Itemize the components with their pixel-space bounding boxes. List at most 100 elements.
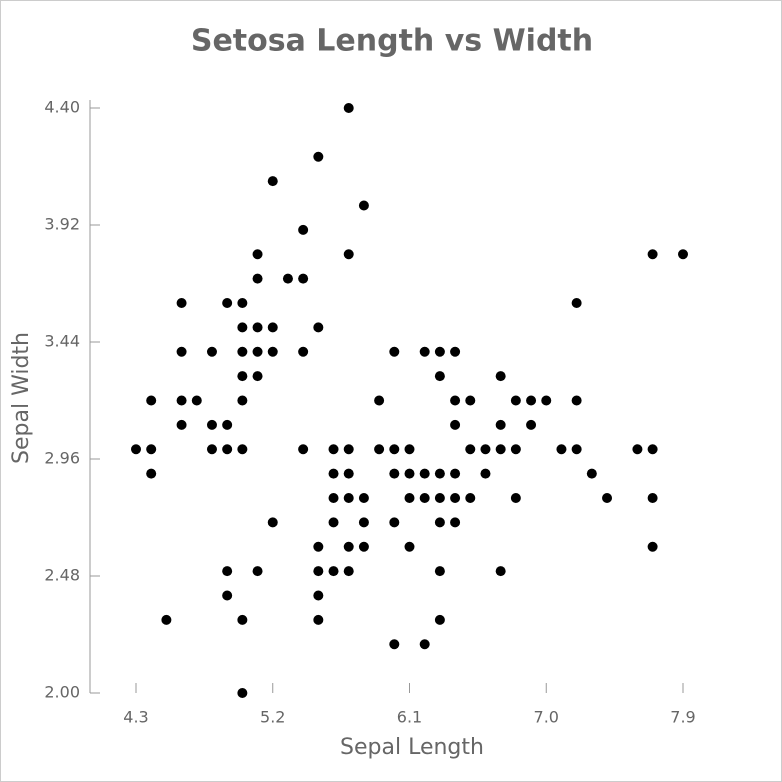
point xyxy=(450,419,461,430)
point xyxy=(419,639,430,650)
point xyxy=(237,444,248,455)
y-axis-label: Sepal Width xyxy=(9,332,34,464)
point xyxy=(222,566,233,577)
x-axis-label: Sepal Length xyxy=(340,735,484,760)
point xyxy=(358,517,369,528)
point xyxy=(176,395,187,406)
point xyxy=(389,444,400,455)
point xyxy=(222,444,233,455)
point xyxy=(343,249,354,260)
point xyxy=(510,444,521,455)
point xyxy=(131,444,141,455)
point xyxy=(450,395,461,406)
point xyxy=(404,468,415,479)
point xyxy=(389,517,400,528)
y-tick-label: 2.96 xyxy=(44,449,80,468)
x-tick-label: 7.9 xyxy=(670,708,695,727)
point xyxy=(298,346,309,357)
point xyxy=(541,395,552,406)
point xyxy=(252,566,263,577)
point xyxy=(465,395,476,406)
point xyxy=(495,371,506,382)
point xyxy=(358,493,369,503)
point xyxy=(389,468,400,479)
point xyxy=(495,419,506,430)
point xyxy=(298,444,309,455)
point xyxy=(237,346,248,357)
point xyxy=(313,541,324,552)
x-tick-label: 7.0 xyxy=(534,708,559,727)
point xyxy=(237,688,248,698)
y-tick-label: 3.92 xyxy=(44,215,80,234)
point xyxy=(191,395,202,406)
point xyxy=(358,200,369,211)
point xyxy=(206,444,217,455)
point xyxy=(404,493,415,503)
point xyxy=(647,541,658,552)
point xyxy=(450,517,461,528)
point xyxy=(237,614,248,625)
point xyxy=(450,493,461,503)
point xyxy=(176,346,187,357)
point xyxy=(510,493,521,503)
point xyxy=(374,444,385,455)
point xyxy=(313,322,324,333)
point xyxy=(571,395,582,406)
x-tick-label: 4.3 xyxy=(123,708,148,727)
point xyxy=(161,614,172,625)
point xyxy=(282,273,293,284)
point xyxy=(298,224,309,235)
point xyxy=(146,395,157,406)
point xyxy=(146,468,157,479)
y-tick-label: 2.48 xyxy=(44,566,80,585)
point xyxy=(237,298,248,308)
point xyxy=(267,176,278,187)
point xyxy=(176,419,187,430)
point xyxy=(343,444,354,455)
point xyxy=(434,566,445,577)
point xyxy=(374,395,385,406)
point xyxy=(343,468,354,479)
point xyxy=(222,590,233,601)
point xyxy=(526,395,537,406)
point xyxy=(571,298,582,308)
point xyxy=(404,444,415,455)
point xyxy=(237,395,248,406)
point xyxy=(450,468,461,479)
point xyxy=(313,566,324,577)
point xyxy=(389,639,400,650)
point xyxy=(328,493,339,503)
point xyxy=(328,517,339,528)
point xyxy=(632,444,643,455)
point xyxy=(222,419,233,430)
y-tick-label: 3.44 xyxy=(44,332,80,351)
point xyxy=(252,346,263,357)
point xyxy=(480,468,491,479)
point xyxy=(252,249,263,260)
point xyxy=(267,346,278,357)
point xyxy=(526,419,537,430)
point xyxy=(252,273,263,284)
point xyxy=(343,103,354,113)
point xyxy=(510,395,521,406)
point xyxy=(313,590,324,601)
point xyxy=(176,298,187,308)
point xyxy=(298,273,309,284)
point xyxy=(328,566,339,577)
x-tick-label: 6.1 xyxy=(397,708,422,727)
y-tick-label: 2.00 xyxy=(44,683,80,702)
point xyxy=(222,298,233,308)
point xyxy=(328,444,339,455)
point xyxy=(450,346,461,357)
point xyxy=(602,493,613,503)
point xyxy=(237,322,248,333)
point xyxy=(571,444,582,455)
point xyxy=(495,444,506,455)
point xyxy=(206,419,217,430)
point xyxy=(237,371,248,382)
point xyxy=(465,444,476,455)
point xyxy=(434,346,445,357)
point xyxy=(419,468,430,479)
point xyxy=(678,249,688,260)
